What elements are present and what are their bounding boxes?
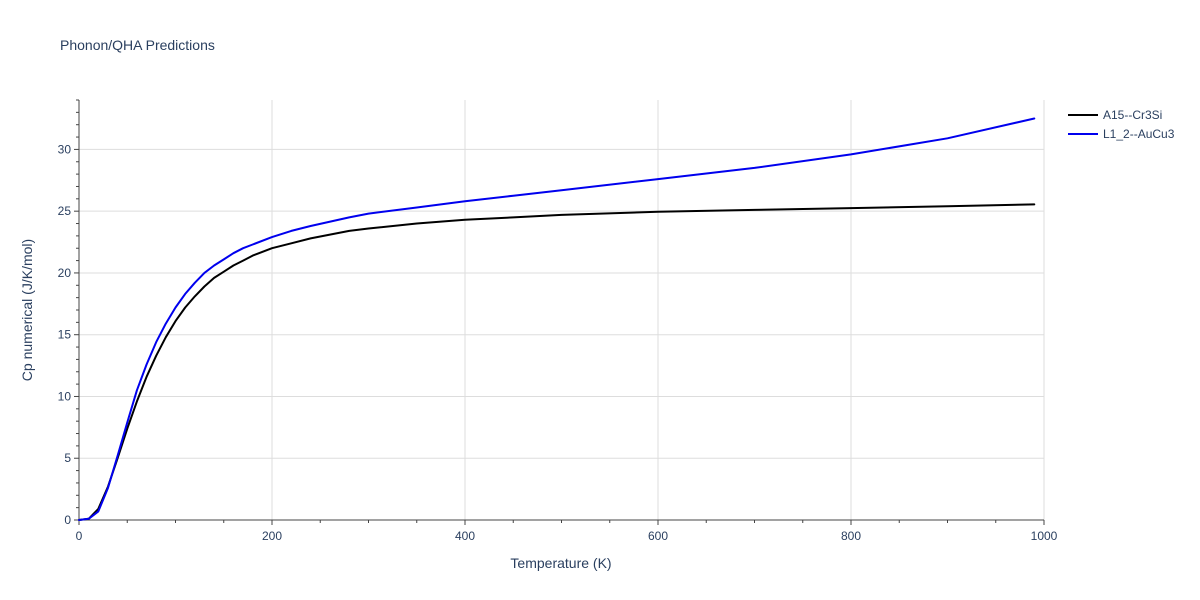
y-axis-title: Cp numerical (J/K/mol) [19,239,35,381]
x-tick-label: 600 [648,529,668,543]
series-line-0[interactable] [78,203,1036,521]
y-tick-label: 0 [64,513,71,527]
axes [78,100,1044,521]
x-tick-label: 400 [455,529,475,543]
legend: A15--Cr3Si L1_2--AuCu3 [1068,108,1175,141]
y-tick-label: 25 [58,204,72,218]
legend-item[interactable]: A15--Cr3Si [1068,108,1162,122]
series-line-1[interactable] [78,117,1036,521]
plot-area[interactable] [78,117,1036,521]
x-axis-title: Temperature (K) [510,555,611,571]
x-axis-ticks: 0 200 400 600 800 1000 [76,520,1058,543]
x-tick-label: 1000 [1031,529,1058,543]
x-tick-label: 800 [841,529,861,543]
legend-label: L1_2--AuCu3 [1103,127,1175,141]
x-tick-label: 200 [262,529,282,543]
legend-label: A15--Cr3Si [1103,108,1162,122]
legend-item[interactable]: L1_2--AuCu3 [1068,127,1175,141]
y-tick-label: 15 [58,328,72,342]
gridlines [79,100,1045,520]
y-tick-label: 30 [58,142,72,156]
y-tick-label: 5 [64,451,71,465]
y-tick-label: 10 [58,389,72,403]
chart-title: Phonon/QHA Predictions [60,37,215,53]
y-tick-label: 20 [58,266,72,280]
x-tick-label: 0 [76,529,83,543]
y-axis-ticks: 0 5 10 15 20 25 30 [58,99,79,527]
